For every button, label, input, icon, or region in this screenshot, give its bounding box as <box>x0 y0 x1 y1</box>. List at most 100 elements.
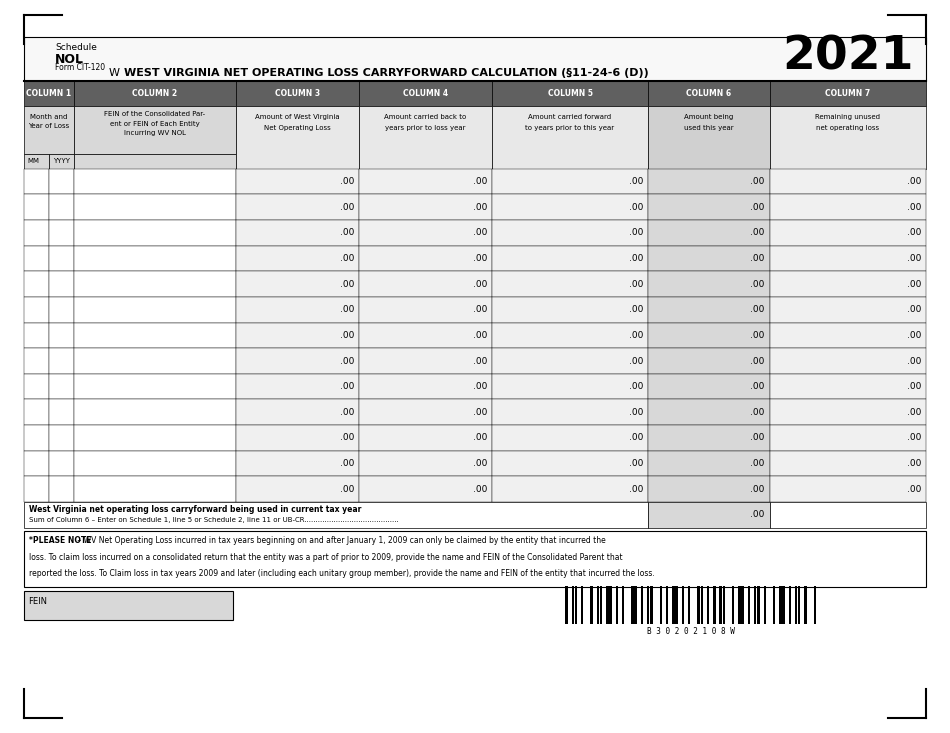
Text: .00: .00 <box>340 254 354 263</box>
Text: .00: .00 <box>750 254 765 263</box>
Bar <box>236 169 359 194</box>
Bar <box>236 451 359 476</box>
Bar <box>798 586 801 624</box>
Bar <box>770 106 926 169</box>
Text: .00: .00 <box>750 228 765 237</box>
Text: B 3 0 2 0 2 1 0 8 W: B 3 0 2 0 2 1 0 8 W <box>647 627 735 636</box>
Bar <box>565 586 567 624</box>
Bar <box>770 271 926 297</box>
Bar <box>648 425 770 451</box>
Text: .00: .00 <box>340 279 354 289</box>
Bar <box>24 271 49 297</box>
Bar <box>581 586 583 624</box>
Bar <box>236 106 359 169</box>
Bar <box>738 586 741 624</box>
Bar <box>622 586 624 624</box>
Bar <box>24 374 49 399</box>
Bar <box>707 586 710 624</box>
Bar <box>648 169 770 194</box>
Text: .00: .00 <box>750 202 765 212</box>
Bar <box>682 586 684 624</box>
Bar <box>359 81 492 106</box>
Text: .00: .00 <box>907 279 922 289</box>
Bar <box>632 586 634 624</box>
Bar <box>49 451 74 476</box>
Text: .00: .00 <box>750 510 765 520</box>
Bar <box>236 374 359 399</box>
Bar <box>236 425 359 451</box>
Bar <box>492 194 648 220</box>
Text: .00: .00 <box>473 459 487 468</box>
Text: FEIN: FEIN <box>28 597 48 605</box>
Bar <box>770 348 926 374</box>
Text: COLUMN 7: COLUMN 7 <box>826 89 870 97</box>
Text: .00: .00 <box>629 279 643 289</box>
Text: .00: .00 <box>340 356 354 366</box>
Text: W: W <box>108 68 120 78</box>
Text: YYYY: YYYY <box>53 158 70 164</box>
Bar <box>492 399 648 425</box>
Bar <box>49 169 74 194</box>
Bar <box>359 169 492 194</box>
Bar <box>606 586 609 624</box>
Bar <box>236 323 359 348</box>
Text: .00: .00 <box>629 305 643 314</box>
Text: COLUMN 4: COLUMN 4 <box>403 89 448 97</box>
Text: .00: .00 <box>750 305 765 314</box>
Bar <box>647 586 650 624</box>
Bar <box>770 81 926 106</box>
Text: Incurring WV NOL: Incurring WV NOL <box>124 130 186 136</box>
Text: .00: .00 <box>340 202 354 212</box>
Bar <box>24 169 49 194</box>
Bar <box>492 271 648 297</box>
Bar <box>74 297 236 323</box>
Bar <box>757 586 760 624</box>
Bar <box>74 374 236 399</box>
Bar <box>359 220 492 246</box>
Text: .00: .00 <box>473 228 487 237</box>
Text: .00: .00 <box>907 202 922 212</box>
Bar <box>492 425 648 451</box>
Bar <box>49 297 74 323</box>
Text: Net Operating Loss: Net Operating Loss <box>264 125 331 130</box>
Bar <box>49 194 74 220</box>
Bar <box>24 451 49 476</box>
Bar <box>648 502 770 528</box>
Bar <box>713 586 715 624</box>
Bar <box>764 586 766 624</box>
Text: COLUMN 6: COLUMN 6 <box>686 89 732 97</box>
Bar <box>492 246 648 271</box>
Text: .00: .00 <box>629 433 643 443</box>
Text: .00: .00 <box>907 305 922 314</box>
Text: .00: .00 <box>907 408 922 417</box>
Text: .00: .00 <box>473 202 487 212</box>
Bar <box>795 586 797 624</box>
Bar <box>359 194 492 220</box>
Bar <box>575 586 577 624</box>
Text: ent or FEIN of Each Entity: ent or FEIN of Each Entity <box>110 121 200 127</box>
Text: .00: .00 <box>629 331 643 340</box>
Bar <box>24 476 49 502</box>
Text: used this year: used this year <box>684 125 733 130</box>
Bar <box>236 246 359 271</box>
Bar <box>24 297 49 323</box>
Bar <box>49 220 74 246</box>
Bar <box>24 348 49 374</box>
Bar <box>49 399 74 425</box>
Text: .00: .00 <box>907 228 922 237</box>
Bar <box>24 154 49 169</box>
Bar <box>688 586 691 624</box>
Bar <box>49 374 74 399</box>
Bar <box>236 476 359 502</box>
Bar <box>697 586 700 624</box>
Text: .00: .00 <box>907 459 922 468</box>
Text: years prior to loss year: years prior to loss year <box>386 125 466 130</box>
Bar <box>74 451 236 476</box>
Bar <box>648 451 770 476</box>
Text: .00: .00 <box>907 433 922 443</box>
Text: .00: .00 <box>340 382 354 391</box>
Bar <box>49 271 74 297</box>
Bar <box>779 586 782 624</box>
Bar <box>24 502 648 528</box>
Bar <box>74 220 236 246</box>
